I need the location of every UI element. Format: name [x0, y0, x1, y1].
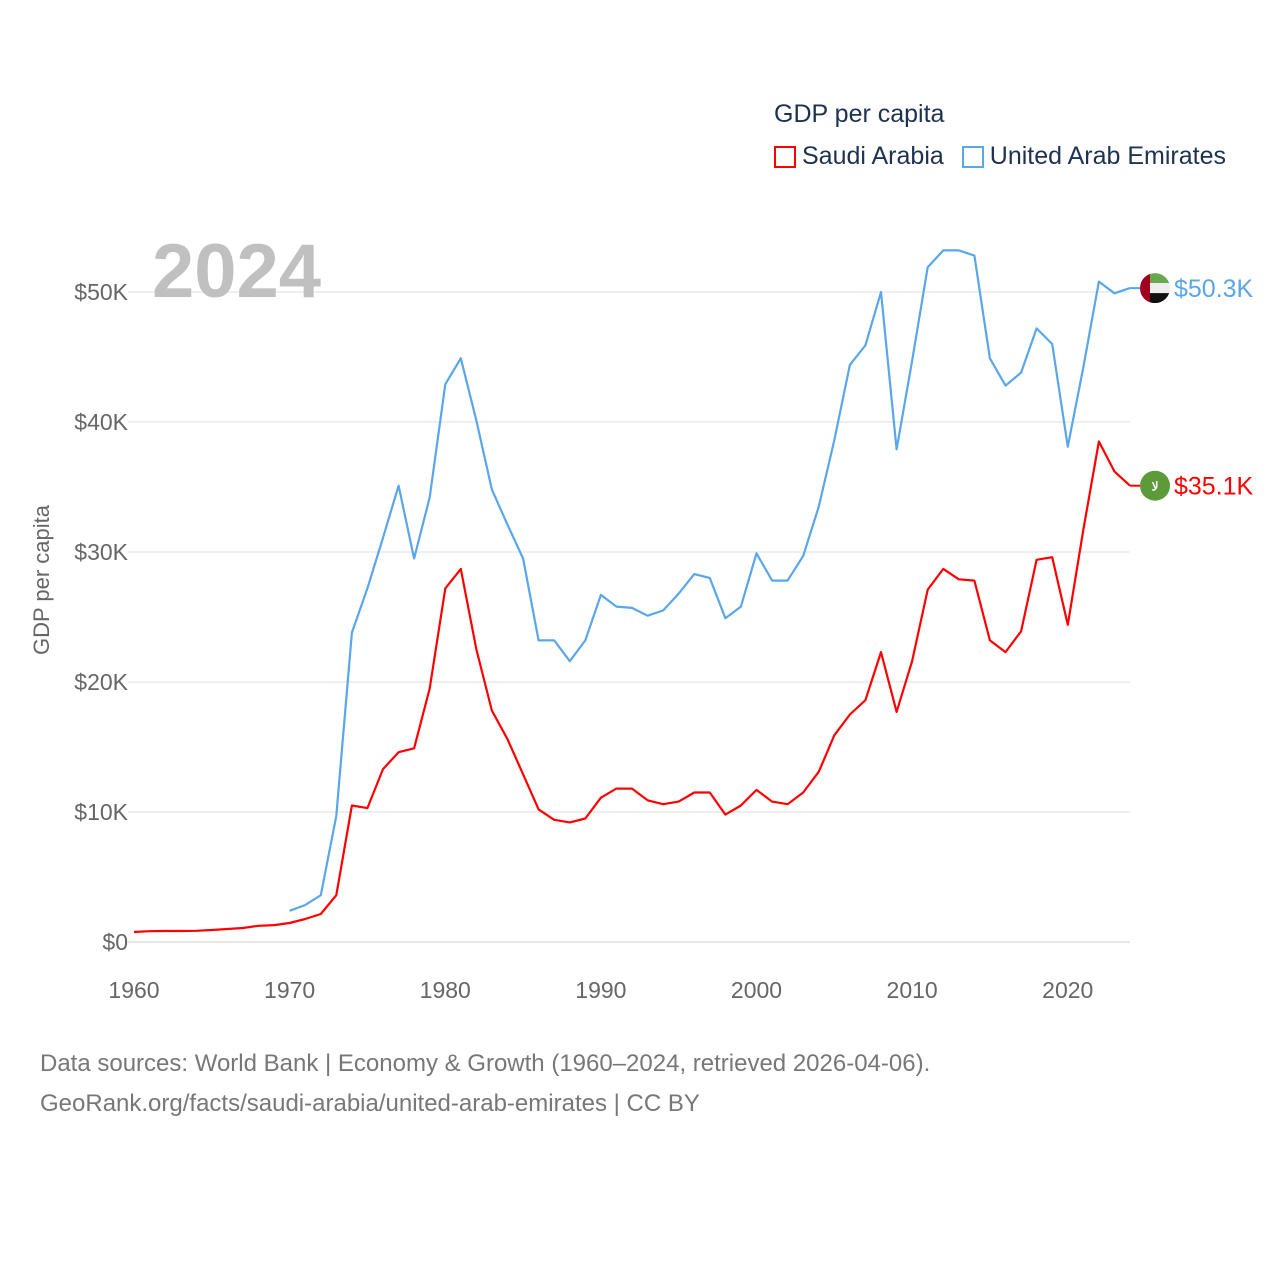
- flag-circle: [1140, 470, 1170, 501]
- uae-flag-icon: [1140, 273, 1170, 304]
- y-tick-label: $10K: [74, 799, 128, 825]
- y-tick-label: $50K: [74, 279, 128, 305]
- source-line-1: Data sources: World Bank | Economy & Gro…: [40, 1050, 931, 1077]
- source-note: Data sources: World Bank | Economy & Gro…: [40, 1044, 930, 1124]
- x-tick-label: 1990: [575, 977, 626, 1003]
- x-tick-label: 1980: [420, 977, 471, 1003]
- y-tick-label: $20K: [74, 669, 128, 695]
- series-line-saudi-arabia: [133, 440, 1131, 934]
- x-tick-label: 2000: [731, 977, 782, 1003]
- legend-item-uae[interactable]: United Arab Emirates: [961, 142, 1226, 171]
- legend-swatch: [961, 145, 984, 168]
- stripe: [1140, 293, 1170, 304]
- legend-item-saudi-arabia[interactable]: Saudi Arabia: [774, 142, 944, 171]
- year-label: 2024: [152, 229, 322, 314]
- stripe: [1140, 273, 1170, 284]
- x-tick-label: 2020: [1042, 977, 1093, 1003]
- legend-swatch: [774, 145, 796, 168]
- legend-label: United Arab Emirates: [989, 142, 1226, 170]
- x-tick-label: 1970: [264, 977, 315, 1003]
- y-tick-label: $40K: [74, 409, 128, 435]
- legend-label: Saudi Arabia: [802, 142, 944, 170]
- flag-emblem: ﻻ: [1152, 480, 1159, 494]
- y-axis-label: GDP per capita: [29, 504, 54, 656]
- legend: Saudi Arabia United Arab Emirates: [774, 142, 1226, 171]
- end-value-label: $50.3K: [1174, 275, 1254, 303]
- y-tick-label: $0: [102, 929, 128, 955]
- stripe: [1140, 283, 1170, 294]
- series-line-uae: [289, 249, 1131, 912]
- flag-stripes: [1140, 273, 1170, 304]
- legend-title: GDP per capita: [774, 100, 945, 128]
- source-line-2[interactable]: GeoRank.org/facts/saudi-arabia/united-ar…: [40, 1090, 700, 1117]
- end-value-label: $35.1K: [1174, 473, 1254, 501]
- saudi-arabia-flag-icon: ﻻ: [1140, 470, 1170, 501]
- x-tick-label: 1960: [108, 977, 159, 1003]
- x-tick-label: 2010: [887, 977, 938, 1003]
- y-tick-label: $30K: [74, 539, 128, 565]
- stripe: [1140, 273, 1150, 304]
